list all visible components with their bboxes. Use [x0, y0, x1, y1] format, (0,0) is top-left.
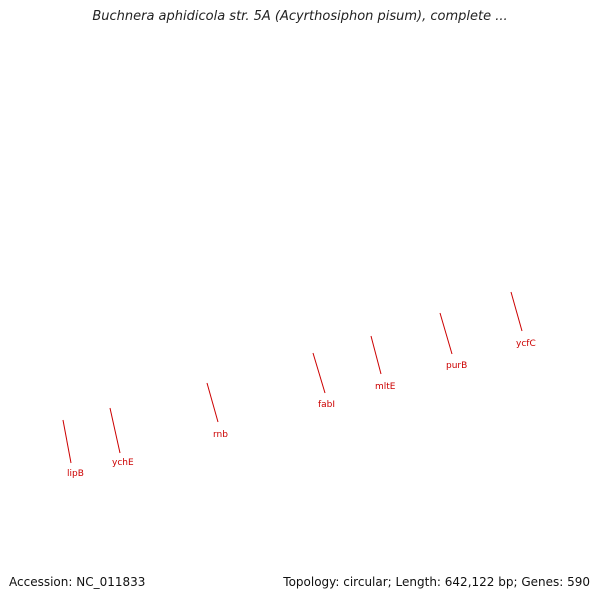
gene-leader-line	[109, 407, 121, 454]
gene-label-ycfC: ycfC	[516, 339, 536, 349]
gene-leader-line	[510, 291, 523, 332]
gene-leader-line	[206, 382, 219, 423]
gene-label-lipB: lipB	[67, 469, 84, 479]
gene-labels: lipB ychE rnb fabI mltE purB ycfC	[62, 291, 536, 479]
gene-leader-line	[439, 312, 453, 355]
map-title: Buchnera aphidicola str. 5A (Acyrthosiph…	[92, 9, 508, 24]
gene-leader-line	[370, 335, 382, 375]
gene-label-mltE: mltE	[375, 382, 396, 392]
gene-label-purB: purB	[446, 361, 467, 371]
accession-text: Accession: NC_011833	[9, 575, 146, 589]
gene-label-fabI: fabI	[318, 400, 335, 410]
gene-leader-line	[62, 419, 72, 464]
topology-summary: Topology: circular; Length: 642,122 bp; …	[283, 575, 590, 589]
gene-label-ychE: ychE	[112, 458, 134, 468]
gene-label-rnb: rnb	[213, 430, 228, 440]
gene-leader-line	[312, 352, 326, 394]
